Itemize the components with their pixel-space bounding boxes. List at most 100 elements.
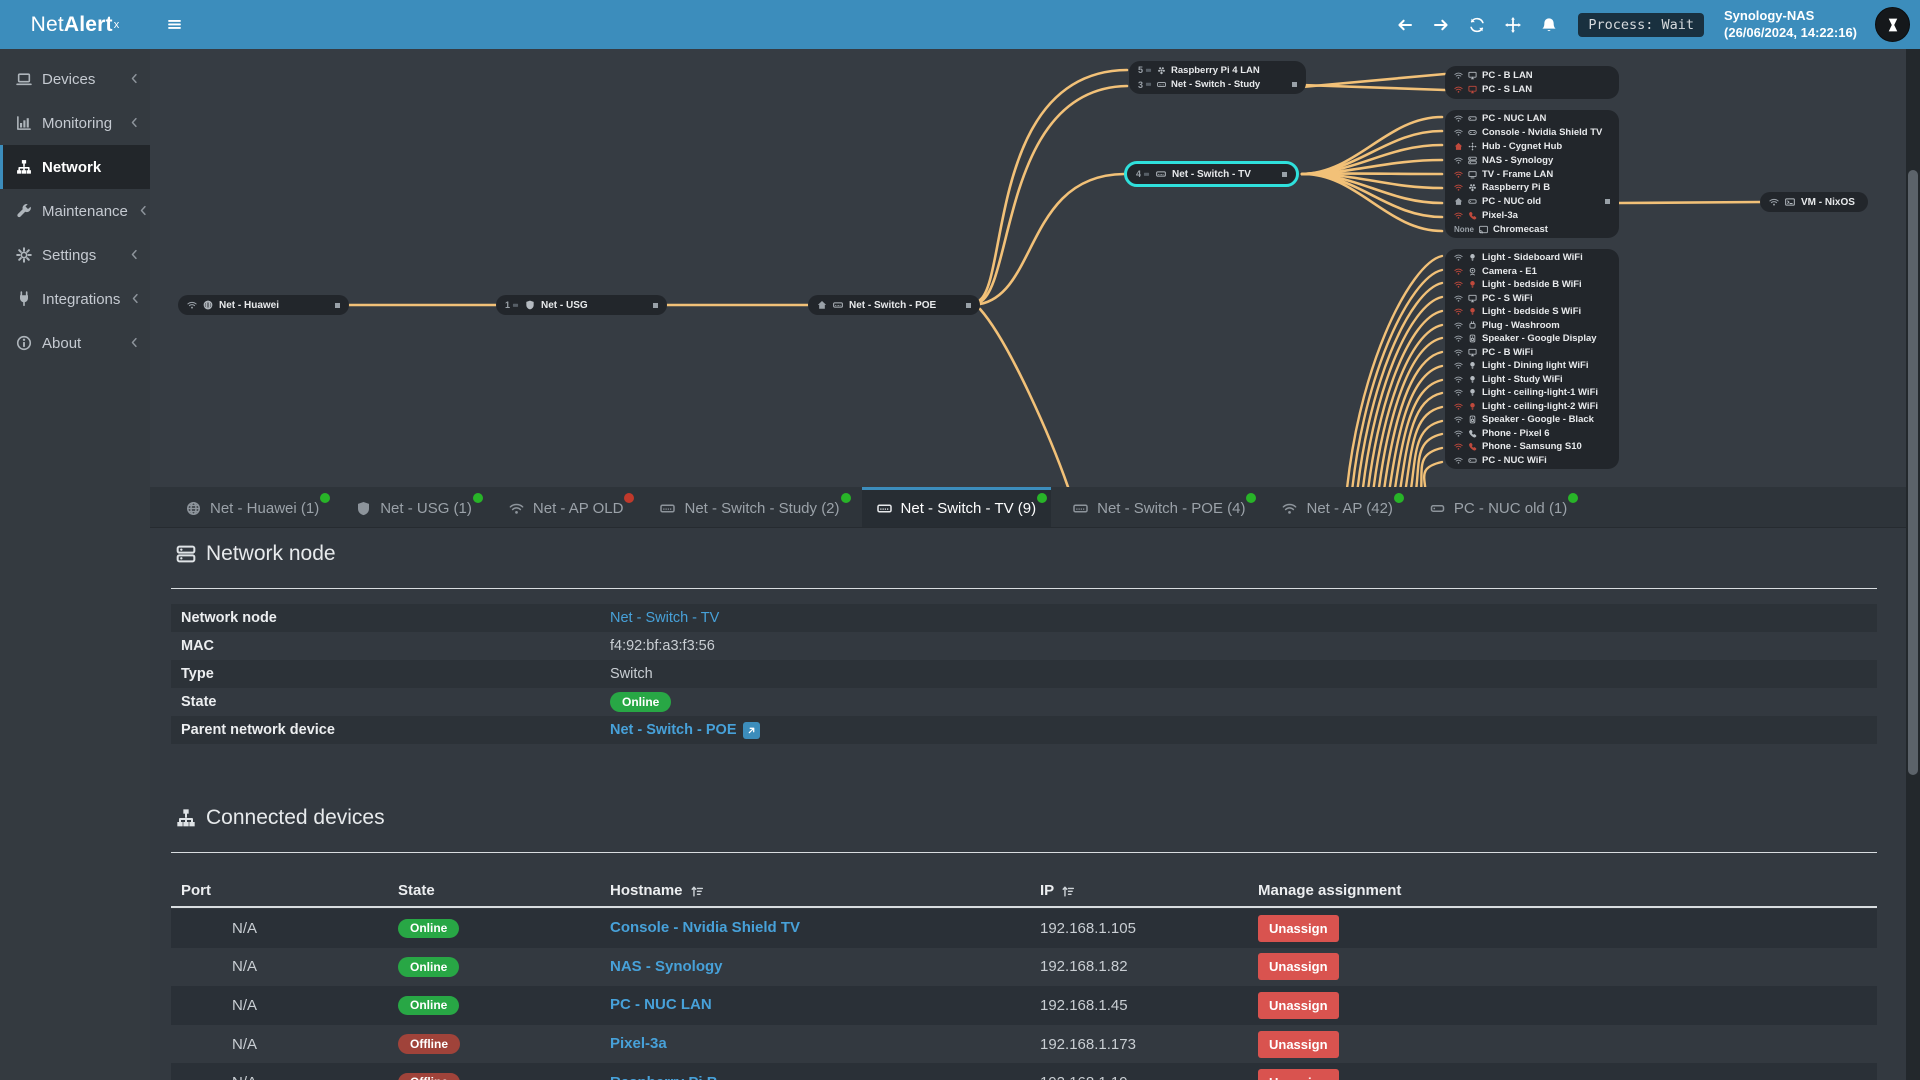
node-tv-frame-lan[interactable]: TV - Frame LAN bbox=[1445, 167, 1619, 181]
node-light-ceiling-light-1-wifi[interactable]: Light - ceiling-light-1 WiFi bbox=[1445, 386, 1619, 400]
unassign-button[interactable]: Unassign bbox=[1258, 914, 1339, 942]
tab-net-huawei-1-[interactable]: Net - Huawei (1) bbox=[171, 487, 334, 527]
host-info: Synology-NAS (26/06/2024, 14:22:16) bbox=[1724, 8, 1857, 41]
node-pc-nuc-old[interactable]: PC - NUC old bbox=[1445, 195, 1619, 209]
external-link-icon[interactable] bbox=[742, 721, 760, 739]
node-speaker-google-display[interactable]: Speaker - Google Display bbox=[1445, 332, 1619, 346]
node-pc-s-lan[interactable]: PC - S LAN bbox=[1445, 83, 1619, 98]
node-net-usg[interactable]: 1 Net - USG bbox=[496, 295, 667, 315]
sidebar-item-devices[interactable]: Devices bbox=[0, 57, 150, 101]
chevron-left-icon bbox=[138, 203, 149, 220]
sidebar-item-maintenance[interactable]: Maintenance bbox=[0, 189, 150, 233]
tab-net-switch-study-2-[interactable]: Net - Switch - Study (2) bbox=[645, 487, 854, 527]
hostname-link[interactable]: Raspberry Pi B bbox=[610, 1074, 718, 1080]
shield-icon bbox=[525, 300, 535, 310]
node-net-huawei[interactable]: Net - Huawei bbox=[178, 295, 349, 315]
wifi-icon bbox=[1454, 211, 1463, 220]
node-plug-washroom[interactable]: Plug - Washroom bbox=[1445, 319, 1619, 333]
arrow-right-button[interactable] bbox=[1426, 0, 1456, 49]
node-label: Light - bedside B WiFi bbox=[1482, 279, 1582, 291]
detail-link[interactable]: Net - Switch - POE bbox=[610, 722, 737, 738]
state-badge-online: Online bbox=[398, 918, 460, 938]
user-avatar[interactable] bbox=[1875, 7, 1910, 42]
scrollbar-thumb[interactable] bbox=[1908, 170, 1918, 775]
refresh-button[interactable] bbox=[1462, 0, 1492, 49]
node-light-ceiling-light-2-wifi[interactable]: Light - ceiling-light-2 WiFi bbox=[1445, 400, 1619, 414]
hostname-cell: Pixel-3a bbox=[610, 1035, 1040, 1053]
network-topology-canvas[interactable]: Net - Huawei 1 Net - USG Net - Switch - POE… bbox=[150, 49, 1906, 487]
arrow-right-icon bbox=[1433, 17, 1449, 33]
device-count: 1 bbox=[505, 300, 519, 310]
hostname-cell: PC - NUC LAN bbox=[610, 996, 1040, 1014]
network-node-details: Network node Net - Switch - TV MAC f4:92:bf… bbox=[171, 604, 1877, 744]
node-camera-e1[interactable]: Camera - E1 bbox=[1445, 265, 1619, 279]
node-net-switch-study[interactable]: 3 Net - Switch - Study bbox=[1129, 78, 1306, 93]
node-pc-b-lan[interactable]: PC - B LAN bbox=[1445, 68, 1619, 83]
unassign-button[interactable]: Unassign bbox=[1258, 1030, 1339, 1058]
cluster-lan: PC - B LAN PC - S LAN bbox=[1445, 66, 1619, 99]
node-net-switch-tv[interactable]: 4 Net - Switch - TV bbox=[1124, 161, 1299, 187]
unassign-button[interactable]: Unassign bbox=[1258, 953, 1339, 981]
tab-net-ap-old[interactable]: Net - AP OLD bbox=[494, 487, 639, 527]
sidebar-item-integrations[interactable]: Integrations bbox=[0, 277, 150, 321]
column-header-ip[interactable]: IP bbox=[1040, 882, 1258, 899]
bell-button[interactable] bbox=[1534, 0, 1564, 49]
node-pc-nuc-lan[interactable]: PC - NUC LAN bbox=[1445, 112, 1619, 126]
node-nas-synology[interactable]: NAS - Synology bbox=[1445, 153, 1619, 167]
brand-logo[interactable]: Net Alert x bbox=[0, 0, 150, 49]
sidebar-item-about[interactable]: About bbox=[0, 321, 150, 365]
hostname-link[interactable]: Pixel-3a bbox=[610, 1035, 667, 1053]
speaker-icon bbox=[1468, 415, 1477, 424]
node-hub-cygnet-hub[interactable]: Hub - Cygnet Hub bbox=[1445, 140, 1619, 154]
tab-net-ap-42-[interactable]: Net - AP (42) bbox=[1267, 487, 1407, 527]
node-light-bedside-s-wifi[interactable]: Light - bedside S WiFi bbox=[1445, 305, 1619, 319]
tab-net-usg-1-[interactable]: Net - USG (1) bbox=[341, 487, 487, 527]
tab-pc-nuc-old-1-[interactable]: PC - NUC old (1) bbox=[1415, 487, 1582, 527]
status-dot-online bbox=[1568, 493, 1579, 503]
move-button[interactable] bbox=[1498, 0, 1528, 49]
state-cell: Online bbox=[398, 918, 610, 938]
hostname-link[interactable]: PC - NUC LAN bbox=[610, 996, 712, 1014]
unassign-button[interactable]: Unassign bbox=[1258, 991, 1339, 1019]
switchdev-icon bbox=[1073, 501, 1088, 516]
sidebar-item-settings[interactable]: Settings bbox=[0, 233, 150, 277]
node-raspberry-pi-b[interactable]: Raspberry Pi B bbox=[1445, 181, 1619, 195]
node-pc-s-wifi[interactable]: PC - S WiFi bbox=[1445, 292, 1619, 306]
ip-cell: 192.168.1.82 bbox=[1040, 958, 1128, 976]
node-vm-nixos[interactable]: VM - NixOS bbox=[1760, 192, 1868, 212]
node-speaker-google-black[interactable]: Speaker - Google - Black bbox=[1445, 413, 1619, 427]
process-status-badge[interactable]: Process: Wait bbox=[1578, 12, 1705, 37]
state-badge: Online bbox=[610, 692, 672, 712]
detail-link[interactable]: Net - Switch - TV bbox=[610, 610, 720, 626]
node-chromecast[interactable]: None Chromecast bbox=[1445, 222, 1619, 236]
server-icon bbox=[1468, 156, 1477, 165]
node-light-sideboard-wifi[interactable]: Light - Sideboard WiFi bbox=[1445, 251, 1619, 265]
arrow-left-button[interactable] bbox=[1390, 0, 1420, 49]
tab-net-switch-tv-9-[interactable]: Net - Switch - TV (9) bbox=[861, 487, 1052, 527]
node-phone-pixel-6[interactable]: Phone - Pixel 6 bbox=[1445, 427, 1619, 441]
node-pc-b-wifi[interactable]: PC - B WiFi bbox=[1445, 346, 1619, 360]
node-raspberry-pi-4-lan[interactable]: 5 Raspberry Pi 4 LAN bbox=[1129, 63, 1306, 78]
desktop-icon bbox=[1468, 71, 1477, 80]
tab-net-switch-poe-4-[interactable]: Net - Switch - POE (4) bbox=[1058, 487, 1260, 527]
node-console-nvidia-shield-tv[interactable]: Console - Nvidia Shield TV bbox=[1445, 126, 1619, 140]
column-header-hostname[interactable]: Hostname bbox=[610, 882, 1040, 899]
plug-icon bbox=[16, 291, 32, 307]
node-light-dining-light-wifi[interactable]: Light - Dining light WiFi bbox=[1445, 359, 1619, 373]
no-connection-label: None bbox=[1454, 224, 1474, 234]
sidebar-item-network[interactable]: Network bbox=[0, 145, 150, 189]
wifi-icon bbox=[1454, 442, 1463, 451]
node-light-study-wifi[interactable]: Light - Study WiFi bbox=[1445, 373, 1619, 387]
node-light-bedside-b-wifi[interactable]: Light - bedside B WiFi bbox=[1445, 278, 1619, 292]
node-phone-samsung-s10[interactable]: Phone - Samsung S10 bbox=[1445, 440, 1619, 454]
node-net-switch-poe[interactable]: Net - Switch - POE bbox=[808, 295, 980, 315]
sidebar-item-monitoring[interactable]: Monitoring bbox=[0, 101, 150, 145]
unassign-button[interactable]: Unassign bbox=[1258, 1069, 1339, 1080]
sidebar-item-label: Devices bbox=[42, 70, 96, 88]
node-label: Net - Huawei bbox=[219, 299, 280, 311]
node-pc-nuc-wifi[interactable]: PC - NUC WiFi bbox=[1445, 454, 1619, 468]
hostname-link[interactable]: NAS - Synology bbox=[610, 957, 723, 975]
hostname-link[interactable]: Console - Nvidia Shield TV bbox=[610, 919, 801, 937]
node-pixel-3a[interactable]: Pixel-3a bbox=[1445, 208, 1619, 222]
sidebar-toggle-button[interactable] bbox=[150, 0, 198, 49]
